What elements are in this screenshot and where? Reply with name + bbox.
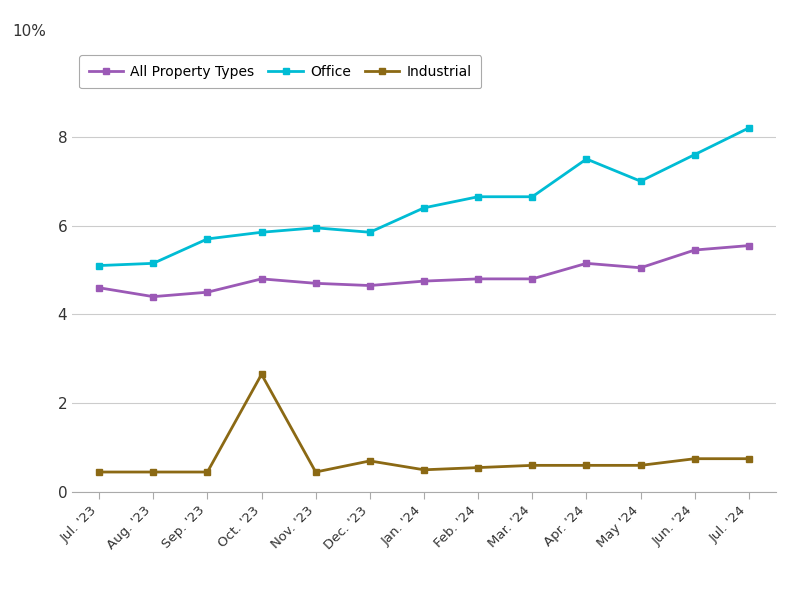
All Property Types — [690, 247, 699, 254]
Line: All Property Types: All Property Types — [96, 242, 752, 300]
All Property Types — [94, 284, 104, 292]
Office — [636, 178, 646, 185]
Office — [94, 262, 104, 269]
Office — [311, 224, 321, 232]
All Property Types — [582, 260, 591, 267]
Industrial — [527, 462, 537, 469]
All Property Types — [744, 242, 754, 249]
Office — [202, 235, 212, 242]
Industrial — [202, 469, 212, 476]
Office — [365, 229, 374, 236]
Industrial — [419, 466, 429, 473]
Industrial — [582, 462, 591, 469]
Industrial — [744, 455, 754, 462]
Industrial — [311, 469, 321, 476]
Office — [419, 204, 429, 211]
Office — [527, 193, 537, 200]
All Property Types — [636, 264, 646, 271]
All Property Types — [149, 293, 158, 300]
Office — [582, 155, 591, 163]
All Property Types — [365, 282, 374, 289]
All Property Types — [257, 275, 266, 283]
All Property Types — [474, 275, 483, 283]
Industrial — [365, 457, 374, 464]
Industrial — [149, 469, 158, 476]
Line: Office: Office — [96, 124, 752, 269]
All Property Types — [311, 280, 321, 287]
Industrial — [690, 455, 699, 462]
Text: 10%: 10% — [12, 24, 46, 39]
Office — [690, 151, 699, 158]
Industrial — [636, 462, 646, 469]
Line: Industrial: Industrial — [96, 371, 752, 475]
Office — [474, 193, 483, 200]
Legend: All Property Types, Office, Industrial: All Property Types, Office, Industrial — [79, 55, 482, 88]
Office — [744, 124, 754, 131]
Industrial — [257, 371, 266, 378]
All Property Types — [419, 277, 429, 284]
All Property Types — [527, 275, 537, 283]
Office — [257, 229, 266, 236]
Office — [149, 260, 158, 267]
Industrial — [94, 469, 104, 476]
All Property Types — [202, 289, 212, 296]
Industrial — [474, 464, 483, 471]
